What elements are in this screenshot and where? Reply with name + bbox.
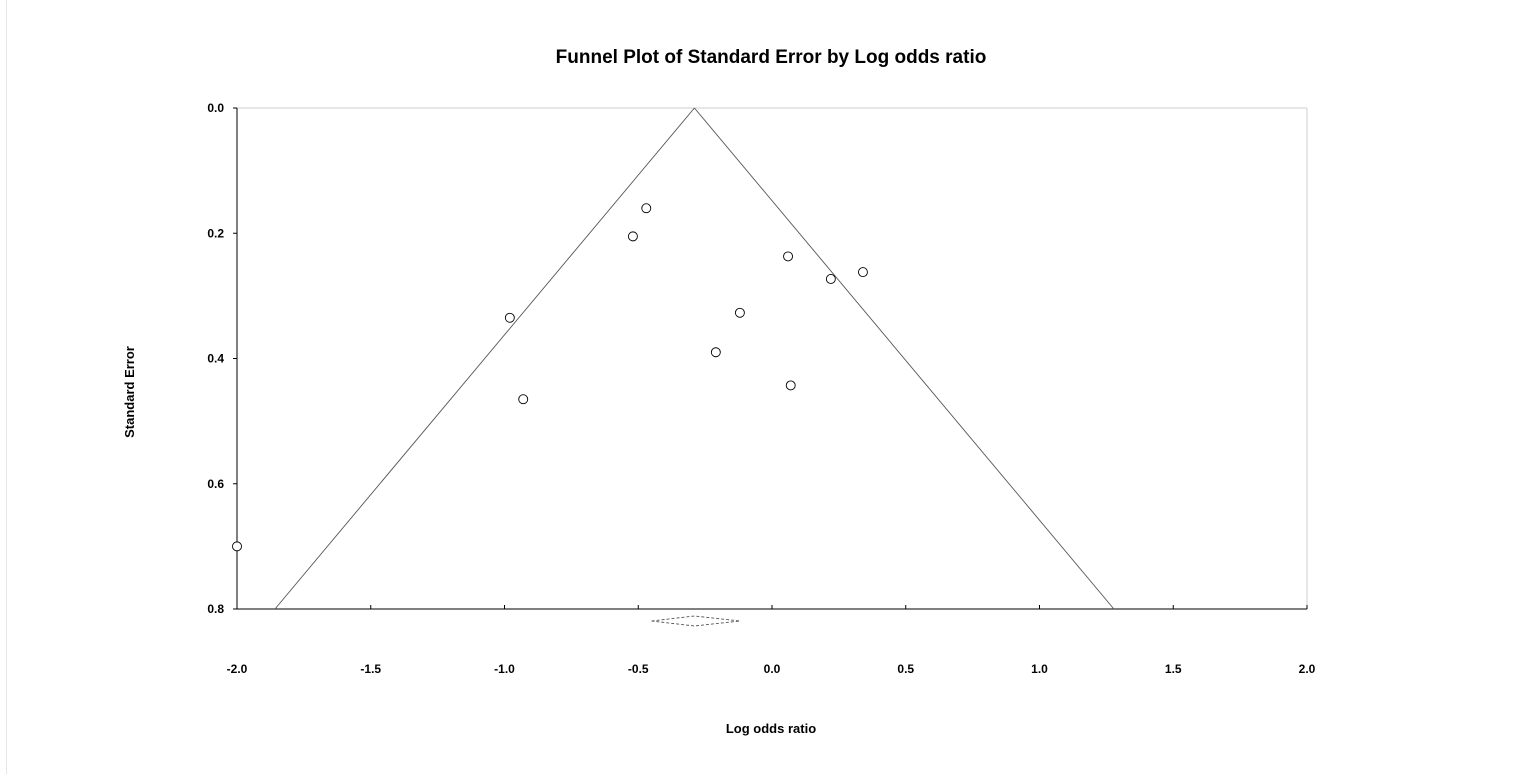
study-point-5 bbox=[710, 347, 721, 358]
x-axis-label: Log odds ratio bbox=[726, 721, 816, 736]
funnel-right-line bbox=[694, 107, 1115, 610]
y-tick-label-4: 0.8 bbox=[207, 602, 224, 616]
x-tick-label-4: 0.0 bbox=[764, 662, 781, 676]
chart-title: Funnel Plot of Standard Error by Log odd… bbox=[556, 47, 987, 68]
study-point-6 bbox=[734, 307, 745, 318]
y-tick-label-0: 0.0 bbox=[207, 101, 224, 115]
page-left-border bbox=[6, 0, 7, 774]
x-tick-label-3: -0.5 bbox=[628, 662, 649, 676]
study-point-1 bbox=[504, 312, 515, 323]
x-tick-label-2: -1.0 bbox=[494, 662, 515, 676]
y-tick-label-3: 0.6 bbox=[207, 477, 224, 491]
x-tick-label-6: 1.0 bbox=[1031, 662, 1048, 676]
x-tick-label-7: 1.5 bbox=[1165, 662, 1182, 676]
study-point-3 bbox=[627, 231, 638, 242]
pooled-estimate-diamond bbox=[651, 615, 740, 627]
study-point-7 bbox=[783, 251, 793, 262]
x-tick-label-1: -1.5 bbox=[360, 662, 381, 676]
y-tick-label-2: 0.4 bbox=[207, 352, 224, 366]
study-point-8 bbox=[785, 380, 796, 391]
x-tick-label-8: 2.0 bbox=[1299, 662, 1316, 676]
study-point-10 bbox=[858, 267, 868, 278]
y-tick-label-1: 0.2 bbox=[207, 226, 224, 240]
study-point-2 bbox=[518, 394, 529, 405]
y-axis-label: Standard Error bbox=[122, 346, 137, 438]
study-point-0 bbox=[232, 541, 242, 552]
x-tick-label-5: 0.5 bbox=[897, 662, 914, 676]
x-tick-label-0: -2.0 bbox=[227, 662, 248, 676]
study-point-9 bbox=[825, 274, 836, 284]
study-point-4 bbox=[641, 203, 652, 214]
plot-area: 0.0 0.2 0.4 0.6 0.8 -2.0 -1.5 -1.0 -0.5 0.0 0.5 1.0… bbox=[207, 101, 1315, 676]
funnel-left-line bbox=[274, 107, 695, 610]
